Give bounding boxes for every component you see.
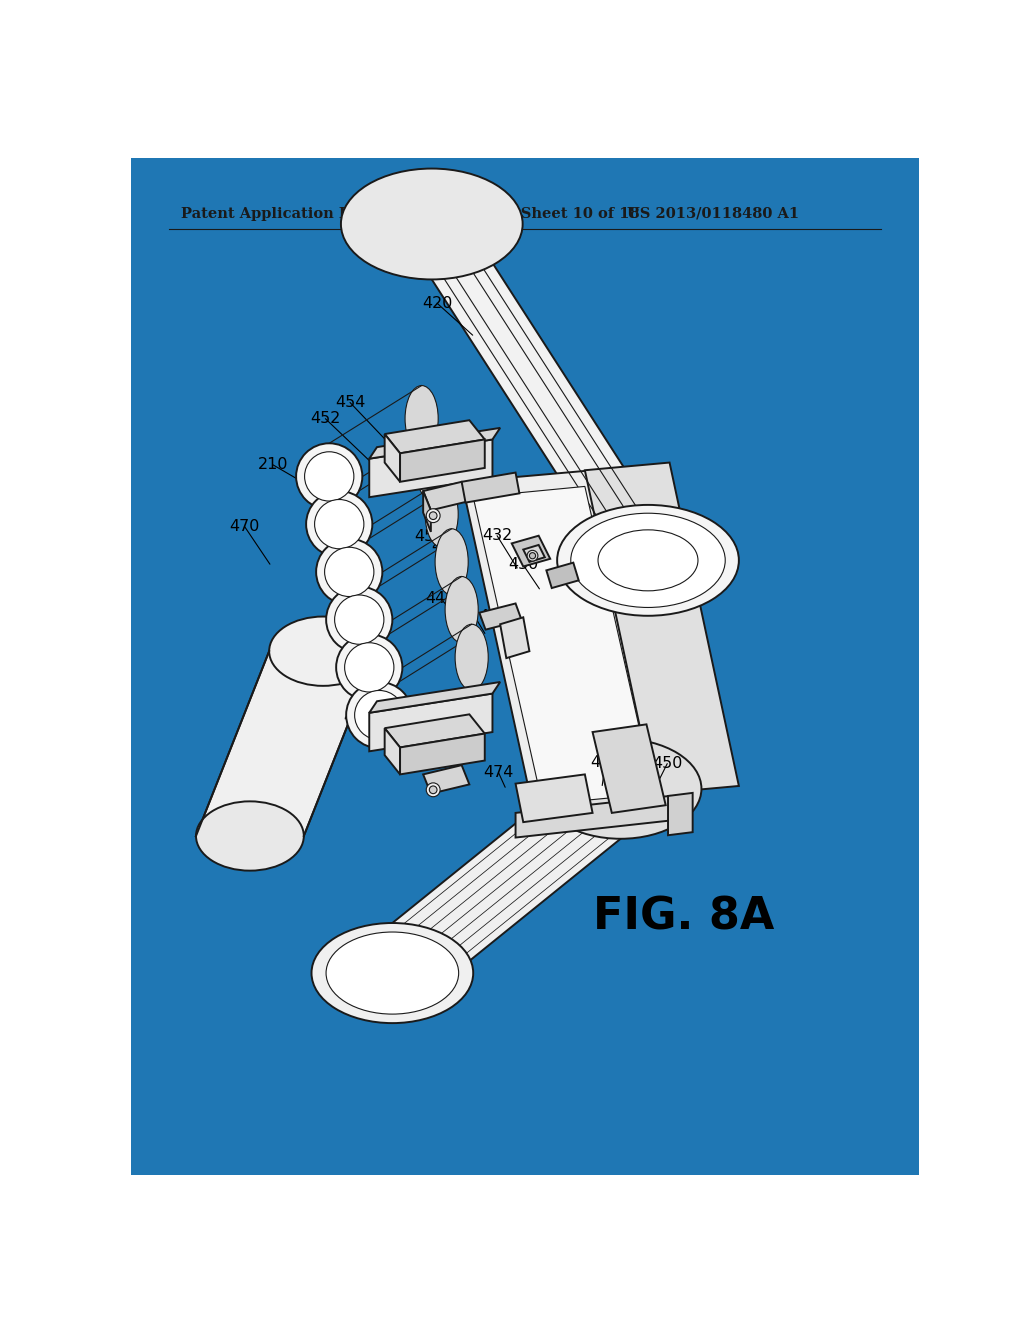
Ellipse shape (311, 923, 473, 1023)
Polygon shape (462, 470, 666, 817)
Polygon shape (392, 739, 621, 1023)
Polygon shape (400, 734, 484, 775)
Text: 452: 452 (310, 411, 341, 426)
Text: 474: 474 (460, 609, 489, 624)
Polygon shape (423, 766, 469, 793)
Ellipse shape (306, 491, 373, 557)
Polygon shape (473, 487, 654, 804)
Polygon shape (432, 169, 648, 615)
Text: FIG. 8A: FIG. 8A (593, 895, 774, 939)
Ellipse shape (335, 595, 384, 644)
Text: 432: 432 (482, 528, 512, 544)
Ellipse shape (354, 690, 403, 739)
Polygon shape (196, 651, 377, 836)
Text: May 16, 2013  Sheet 10 of 18: May 16, 2013 Sheet 10 of 18 (400, 207, 640, 220)
Ellipse shape (336, 635, 402, 701)
Polygon shape (400, 440, 484, 482)
Polygon shape (370, 440, 493, 498)
Polygon shape (462, 473, 519, 503)
Text: 210: 210 (258, 457, 289, 473)
Ellipse shape (435, 529, 468, 595)
Polygon shape (523, 545, 545, 562)
Text: 440: 440 (591, 755, 621, 770)
Ellipse shape (426, 508, 440, 523)
Ellipse shape (346, 682, 413, 748)
Ellipse shape (304, 451, 354, 502)
Ellipse shape (540, 739, 701, 838)
Text: 448: 448 (431, 539, 462, 554)
Ellipse shape (341, 169, 522, 280)
Ellipse shape (345, 643, 394, 692)
Ellipse shape (557, 506, 739, 615)
Polygon shape (370, 693, 493, 751)
Ellipse shape (598, 529, 698, 591)
Polygon shape (585, 462, 739, 793)
Ellipse shape (406, 385, 438, 451)
Polygon shape (500, 618, 529, 659)
Text: 460: 460 (343, 710, 374, 725)
Text: 454: 454 (335, 395, 366, 411)
Ellipse shape (425, 480, 458, 548)
Text: 430: 430 (508, 557, 539, 573)
Ellipse shape (455, 624, 488, 690)
Ellipse shape (314, 499, 364, 549)
Text: 474: 474 (483, 766, 514, 780)
Ellipse shape (429, 785, 437, 793)
Polygon shape (668, 793, 692, 836)
Text: 450: 450 (652, 756, 682, 771)
Polygon shape (512, 536, 550, 566)
Ellipse shape (326, 586, 392, 653)
Polygon shape (593, 725, 666, 813)
Polygon shape (370, 428, 500, 459)
Polygon shape (423, 482, 469, 511)
Text: 470: 470 (229, 519, 260, 535)
Ellipse shape (296, 444, 362, 510)
Ellipse shape (326, 932, 459, 1014)
Ellipse shape (196, 801, 304, 871)
Ellipse shape (415, 433, 449, 499)
Polygon shape (515, 796, 670, 837)
Text: 420: 420 (422, 296, 453, 310)
Polygon shape (547, 562, 579, 589)
Polygon shape (515, 775, 593, 822)
Ellipse shape (269, 616, 377, 686)
Polygon shape (385, 434, 400, 482)
Text: Patent Application Publication: Patent Application Publication (180, 207, 432, 220)
Ellipse shape (429, 512, 437, 520)
Polygon shape (479, 603, 521, 630)
Ellipse shape (529, 553, 536, 558)
Ellipse shape (325, 548, 374, 597)
Ellipse shape (426, 783, 440, 797)
Polygon shape (385, 714, 484, 747)
Text: 446: 446 (426, 591, 456, 606)
Polygon shape (370, 682, 500, 713)
Polygon shape (423, 491, 431, 532)
Ellipse shape (527, 550, 538, 561)
Ellipse shape (570, 513, 725, 607)
Text: US 2013/0118480 A1: US 2013/0118480 A1 (628, 207, 800, 220)
Ellipse shape (445, 577, 478, 643)
Polygon shape (385, 729, 400, 775)
Text: 450: 450 (414, 529, 444, 544)
Ellipse shape (316, 539, 382, 605)
Polygon shape (385, 420, 484, 453)
